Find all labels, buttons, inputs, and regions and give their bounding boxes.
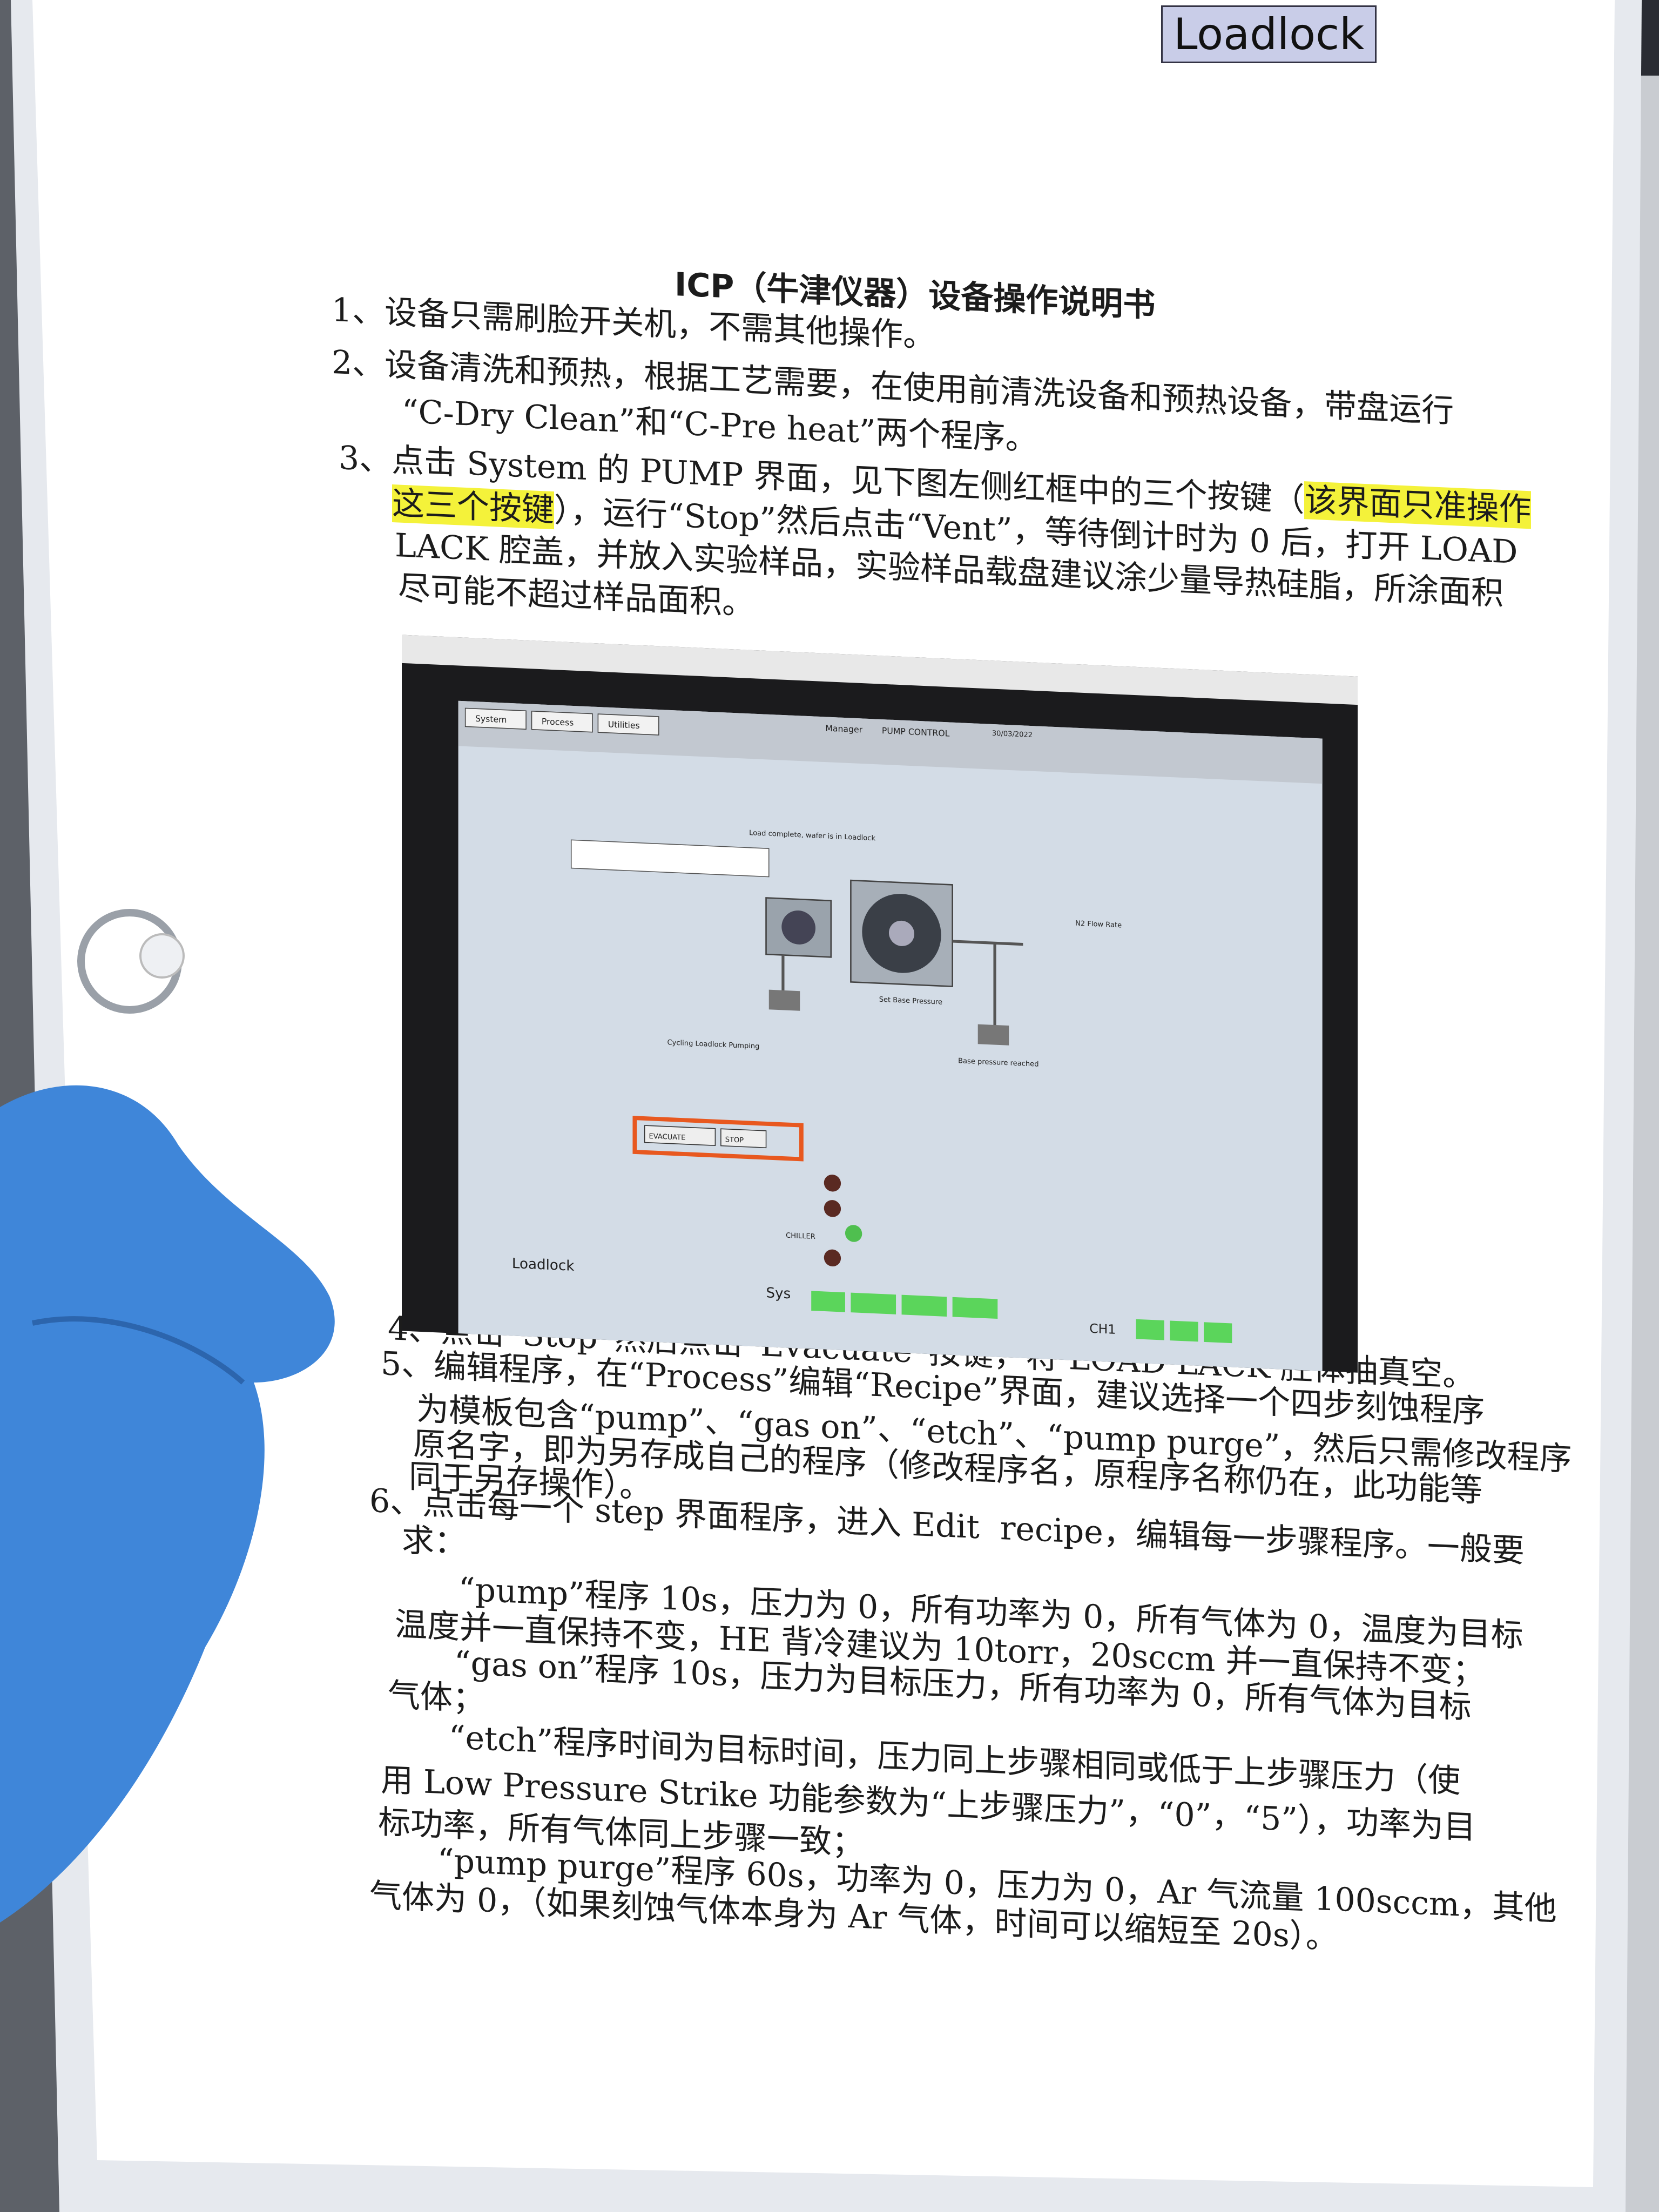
set-base-label: Set Base Pressure [879, 996, 942, 1007]
stop-label: STOP [725, 1136, 744, 1145]
text-line: 求： [402, 1521, 467, 1562]
stop-button [720, 1128, 767, 1149]
loadlock-port [781, 911, 816, 945]
monitor-label: Loadlock [1161, 5, 1377, 63]
red-box [632, 1116, 804, 1162]
screen [458, 700, 1323, 1371]
valve [845, 1225, 862, 1242]
valves [824, 1175, 862, 1267]
status-box [570, 839, 770, 878]
punch-hole [139, 933, 185, 979]
footer-button [811, 1291, 845, 1312]
flow-label: N2 Flow Rate [1075, 920, 1122, 930]
footer-button [1136, 1319, 1164, 1340]
footer-button [1170, 1320, 1198, 1342]
text-segment: 求： [402, 1521, 467, 1562]
valve [824, 1249, 841, 1267]
footer-buttons [811, 1291, 1232, 1344]
pump-left [768, 989, 800, 1011]
tab-button [464, 707, 527, 730]
gloved-hand [0, 1085, 335, 1923]
footer-button [952, 1297, 998, 1319]
toolbar [458, 700, 1323, 784]
chiller-label: CHILLER [786, 1232, 815, 1241]
pump-right [977, 1024, 1009, 1046]
date: 30/03/2022 [992, 730, 1033, 739]
evacuate-label: EVACUATE [649, 1132, 686, 1142]
text-line: 气体； [388, 1676, 485, 1719]
loadlock-label: Loadlock [512, 1256, 575, 1274]
footer-button [901, 1294, 947, 1317]
cycling-label: Cycling Loadlock Pumping [667, 1038, 760, 1050]
ch1-label: CH1 [1089, 1321, 1116, 1337]
tab-label: Process [542, 716, 574, 728]
manager-label: Manager [825, 723, 862, 735]
glove-fold [31, 1316, 245, 1385]
tab-label: Utilities [608, 719, 640, 731]
sys-label: Sys [766, 1285, 791, 1302]
tab-label: System [475, 713, 507, 725]
valve [824, 1200, 841, 1217]
text-segment: 气体； [388, 1676, 485, 1718]
highlighted-text: 这三个按键 [392, 484, 555, 530]
tab-button [531, 710, 593, 733]
base-reached-label: Base pressure reached [958, 1057, 1038, 1069]
photo-top [402, 635, 1358, 705]
evacuate-button [644, 1125, 716, 1146]
chamber-center [888, 920, 915, 946]
footer-button [1204, 1322, 1232, 1344]
screenshot: Load complete, wafer is in Loadlock Mana… [402, 635, 1358, 1373]
footer-button [851, 1292, 896, 1314]
valve [824, 1175, 841, 1192]
tab-button [597, 713, 659, 736]
